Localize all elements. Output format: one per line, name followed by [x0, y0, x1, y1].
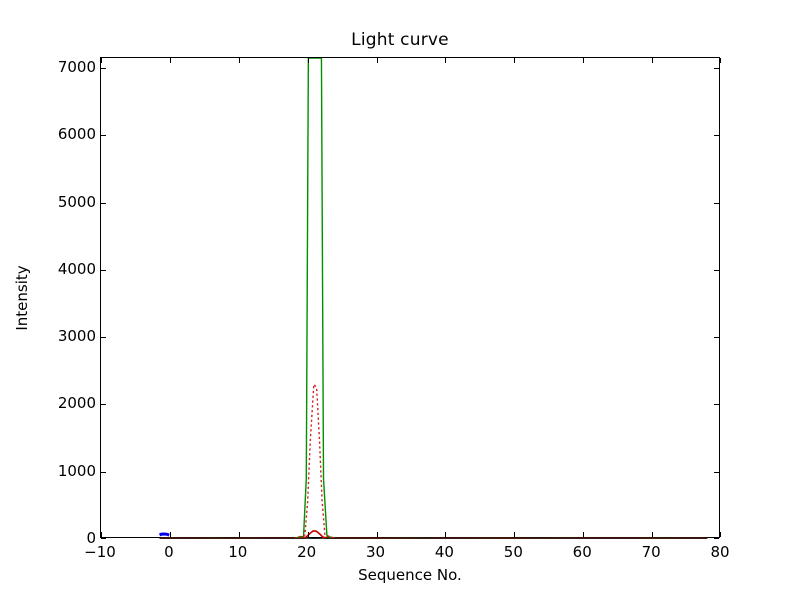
y-tick-mark — [714, 404, 719, 406]
y-tick-mark — [101, 538, 106, 539]
x-tick-label: 80 — [710, 543, 730, 561]
x-tick-mark — [169, 58, 171, 63]
y-tick-label: 2000 — [57, 394, 96, 413]
y-tick-label: 1000 — [57, 461, 96, 480]
y-tick-label: 0 — [86, 529, 96, 547]
series-green-spike — [159, 58, 708, 539]
y-tick-mark — [714, 269, 719, 271]
x-tick-mark — [652, 532, 654, 537]
x-tick-label: −10 — [84, 543, 116, 561]
series-red-solid — [159, 530, 708, 539]
plot-canvas — [159, 58, 708, 539]
x-tick-label: 0 — [164, 543, 174, 561]
x-tick-mark — [376, 58, 378, 63]
y-tick-label: 7000 — [57, 58, 96, 77]
x-axis-label: Sequence No. — [358, 566, 462, 584]
x-tick-mark — [238, 532, 240, 537]
x-tick-mark — [101, 532, 102, 537]
x-tick-mark — [445, 532, 447, 537]
y-tick-label: 6000 — [57, 125, 96, 144]
y-tick-mark — [101, 471, 106, 473]
y-tick-mark — [714, 202, 719, 204]
y-axis-label: Intensity — [13, 265, 31, 331]
x-tick-label: 60 — [572, 543, 592, 561]
x-tick-mark — [720, 532, 721, 537]
x-tick-mark — [583, 532, 585, 537]
x-tick-mark — [101, 58, 102, 63]
x-tick-mark — [238, 58, 240, 63]
x-tick-mark — [652, 58, 654, 63]
x-tick-label: 30 — [366, 543, 386, 561]
series-blue-marker — [159, 532, 170, 537]
y-tick-mark — [101, 135, 106, 137]
x-tick-label: 50 — [503, 543, 523, 561]
y-tick-mark — [714, 471, 719, 473]
y-tick-mark — [714, 135, 719, 137]
y-tick-mark — [714, 68, 719, 70]
x-axis-tick-labels: −10 0 10 20 30 40 50 60 70 80 — [84, 543, 729, 565]
y-tick-mark — [101, 337, 106, 339]
x-tick-label: 10 — [228, 543, 248, 561]
x-tick-mark — [514, 532, 516, 537]
x-tick-mark — [445, 58, 447, 63]
chart-title: Light curve — [351, 30, 449, 50]
x-tick-mark — [307, 58, 309, 63]
y-tick-mark — [101, 269, 106, 271]
y-tick-label: 4000 — [57, 259, 96, 278]
x-tick-mark — [583, 58, 585, 63]
x-tick-mark — [720, 58, 721, 63]
x-tick-label: 20 — [297, 543, 317, 561]
x-tick-label: 40 — [434, 543, 454, 561]
x-tick-mark — [514, 58, 516, 63]
y-tick-mark — [714, 538, 719, 539]
plot-axes — [100, 57, 721, 539]
y-tick-mark — [101, 404, 106, 406]
series-red-dotted — [159, 382, 708, 539]
x-tick-label: 70 — [641, 543, 661, 561]
y-tick-mark — [101, 68, 106, 70]
y-tick-mark — [714, 337, 719, 339]
y-tick-label: 3000 — [57, 327, 96, 346]
y-tick-mark — [101, 202, 106, 204]
y-axis-tick-labels: 0 1000 2000 3000 4000 5000 6000 7000 — [40, 57, 96, 547]
x-tick-mark — [376, 532, 378, 537]
x-tick-mark — [169, 532, 171, 537]
x-tick-mark — [307, 532, 309, 537]
y-tick-label: 5000 — [57, 192, 96, 211]
